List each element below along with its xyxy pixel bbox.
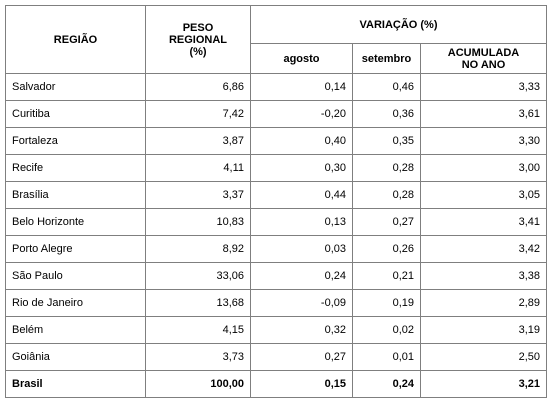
value-cell: 0,24 <box>250 262 353 290</box>
value-cell: 0,13 <box>250 208 353 236</box>
region-cell: Goiânia <box>5 343 146 371</box>
value-cell: 3,38 <box>420 262 547 290</box>
header-line: NO ANO <box>461 58 506 71</box>
value-cell: 0,35 <box>352 127 421 155</box>
value-cell: 4,11 <box>145 154 251 182</box>
value-cell: 0,44 <box>250 181 353 209</box>
value-cell: 3,21 <box>420 370 547 398</box>
header-cell: setembro <box>352 43 421 74</box>
region-cell: Belém <box>5 316 146 344</box>
region-cell: Brasil <box>5 370 146 398</box>
header-cell: REGIÃO <box>5 5 146 74</box>
header-line: PESO <box>182 21 214 34</box>
header-cell: agosto <box>250 43 353 74</box>
value-cell: 0,26 <box>352 235 421 263</box>
table-row: Brasília 3,37 0,44 0,28 3,05 <box>5 181 547 209</box>
region-cell: Curitiba <box>5 100 146 128</box>
value-cell: 0,32 <box>250 316 353 344</box>
value-cell: 3,30 <box>420 127 547 155</box>
table-row: Belo Horizonte 10,83 0,13 0,27 3,41 <box>5 208 547 236</box>
value-cell: 3,42 <box>420 235 547 263</box>
data-table: REGIÃO PESO REGIONAL (%) VARIAÇÃO (%) ag… <box>5 5 547 398</box>
value-cell: 7,42 <box>145 100 251 128</box>
value-cell: 3,61 <box>420 100 547 128</box>
table-row: Brasil 100,00 0,15 0,24 3,21 <box>5 370 547 398</box>
value-cell: 0,27 <box>250 343 353 371</box>
value-cell: 3,19 <box>420 316 547 344</box>
header-line: (%) <box>189 45 207 58</box>
value-cell: 10,83 <box>145 208 251 236</box>
value-cell: 13,68 <box>145 289 251 317</box>
value-cell: 8,92 <box>145 235 251 263</box>
value-cell: 0,40 <box>250 127 353 155</box>
value-cell: 0,02 <box>352 316 421 344</box>
value-cell: 3,37 <box>145 181 251 209</box>
value-cell: 0,24 <box>352 370 421 398</box>
region-cell: Brasília <box>5 181 146 209</box>
region-cell: Fortaleza <box>5 127 146 155</box>
header-line: ACUMULADA <box>447 46 520 59</box>
value-cell: 0,27 <box>352 208 421 236</box>
region-cell: Recife <box>5 154 146 182</box>
value-cell: 100,00 <box>145 370 251 398</box>
table-row: São Paulo 33,06 0,24 0,21 3,38 <box>5 262 547 290</box>
region-cell: Salvador <box>5 73 146 101</box>
value-cell: 0,01 <box>352 343 421 371</box>
table-row: Goiânia 3,73 0,27 0,01 2,50 <box>5 343 547 371</box>
value-cell: 0,46 <box>352 73 421 101</box>
region-cell: São Paulo <box>5 262 146 290</box>
value-cell: 33,06 <box>145 262 251 290</box>
value-cell: 3,00 <box>420 154 547 182</box>
value-cell: 3,73 <box>145 343 251 371</box>
value-cell: 3,05 <box>420 181 547 209</box>
value-cell: 0,03 <box>250 235 353 263</box>
header-cell: VARIAÇÃO (%) <box>250 5 547 44</box>
header-cell: ACUMULADA NO ANO <box>420 43 547 74</box>
region-cell: Porto Alegre <box>5 235 146 263</box>
value-cell: 0,30 <box>250 154 353 182</box>
header-line: REGIONAL <box>168 33 228 46</box>
value-cell: 2,89 <box>420 289 547 317</box>
table-row: Recife 4,11 0,30 0,28 3,00 <box>5 154 547 182</box>
region-cell: Rio de Janeiro <box>5 289 146 317</box>
table-row: Porto Alegre 8,92 0,03 0,26 3,42 <box>5 235 547 263</box>
value-cell: -0,09 <box>250 289 353 317</box>
value-cell: 3,87 <box>145 127 251 155</box>
table-row: Rio de Janeiro 13,68 -0,09 0,19 2,89 <box>5 289 547 317</box>
value-cell: 0,21 <box>352 262 421 290</box>
value-cell: 0,14 <box>250 73 353 101</box>
value-cell: 0,19 <box>352 289 421 317</box>
header-cell: PESO REGIONAL (%) <box>145 5 251 74</box>
value-cell: 0,28 <box>352 154 421 182</box>
value-cell: -0,20 <box>250 100 353 128</box>
table-row: Fortaleza 3,87 0,40 0,35 3,30 <box>5 127 547 155</box>
table-row: Salvador 6,86 0,14 0,46 3,33 <box>5 73 547 101</box>
value-cell: 3,41 <box>420 208 547 236</box>
value-cell: 6,86 <box>145 73 251 101</box>
table-row: Belém 4,15 0,32 0,02 3,19 <box>5 316 547 344</box>
value-cell: 4,15 <box>145 316 251 344</box>
value-cell: 3,33 <box>420 73 547 101</box>
region-cell: Belo Horizonte <box>5 208 146 236</box>
value-cell: 0,36 <box>352 100 421 128</box>
table-row: Curitiba 7,42 -0,20 0,36 3,61 <box>5 100 547 128</box>
value-cell: 0,15 <box>250 370 353 398</box>
value-cell: 0,28 <box>352 181 421 209</box>
value-cell: 2,50 <box>420 343 547 371</box>
